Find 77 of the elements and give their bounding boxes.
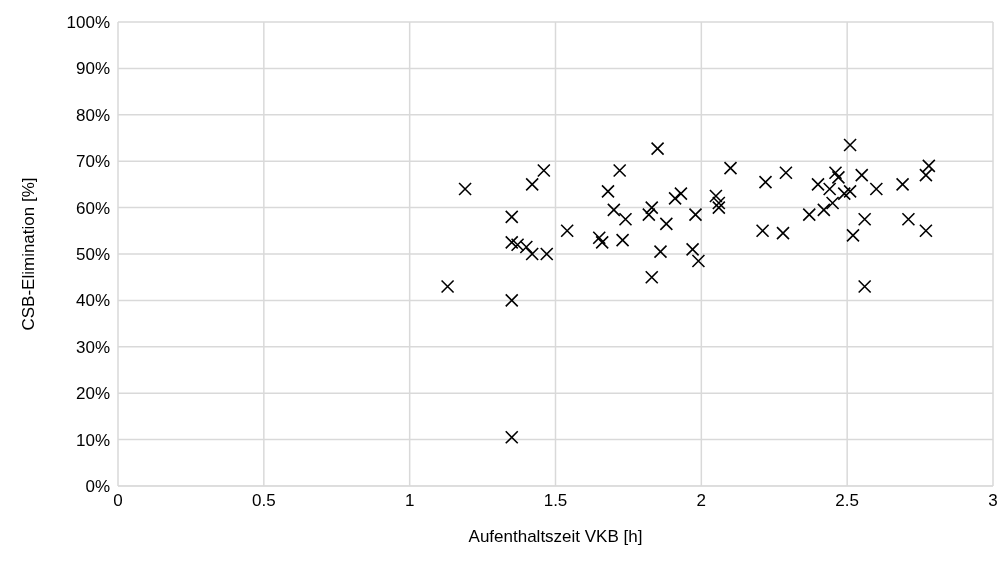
y-tick-label: 60%	[75, 198, 110, 218]
point	[685, 242, 700, 257]
point	[618, 212, 633, 226]
point	[504, 293, 519, 308]
point	[601, 184, 615, 199]
point	[595, 235, 609, 250]
point	[755, 224, 770, 238]
x-axis-title: Aufenthaltszeit VKB [h]	[468, 527, 643, 546]
point	[825, 196, 840, 210]
y-tick-label: 30%	[75, 337, 110, 357]
point	[901, 212, 916, 226]
point	[895, 177, 910, 192]
point	[857, 212, 872, 226]
point	[779, 166, 793, 180]
point	[537, 163, 551, 178]
y-tick-label: 70%	[75, 152, 110, 172]
point	[919, 168, 933, 182]
point	[458, 182, 472, 196]
point	[857, 279, 872, 294]
point	[659, 217, 674, 231]
x-tick-label: 2.5	[835, 491, 859, 511]
point	[837, 186, 852, 201]
y-tick-label: 90%	[75, 59, 110, 79]
point	[504, 235, 519, 250]
point	[510, 237, 525, 252]
point	[817, 203, 831, 217]
point	[440, 279, 455, 294]
point	[674, 186, 688, 201]
point	[712, 200, 726, 215]
point	[709, 189, 723, 203]
point	[688, 207, 703, 222]
point	[846, 228, 860, 243]
point	[828, 166, 843, 180]
y-tick-label: 50%	[75, 245, 110, 265]
point	[843, 138, 857, 152]
point	[519, 240, 534, 254]
point	[592, 230, 607, 245]
x-tick-label: 2	[696, 491, 707, 511]
point	[615, 233, 630, 247]
point	[869, 182, 884, 196]
point	[919, 224, 933, 238]
x-tick-label: 1.5	[543, 491, 568, 511]
point	[712, 196, 726, 210]
point	[811, 177, 825, 192]
point	[831, 170, 846, 185]
point	[612, 163, 627, 178]
x-tick-label: 0.5	[252, 491, 276, 511]
point	[644, 270, 659, 284]
point	[642, 207, 656, 222]
point	[802, 207, 817, 222]
point	[776, 226, 790, 240]
y-tick-label: 80%	[75, 105, 110, 125]
x-tick-label: 3	[988, 491, 998, 511]
point	[560, 224, 574, 238]
y-tick-label: 40%	[75, 291, 110, 311]
point	[504, 210, 519, 224]
point	[922, 159, 936, 173]
point	[607, 203, 621, 217]
point	[650, 141, 665, 156]
point	[723, 161, 738, 175]
point	[822, 182, 837, 196]
x-tick-label: 0	[113, 491, 123, 511]
point	[668, 191, 682, 206]
point	[504, 430, 519, 445]
point	[843, 184, 857, 199]
point	[854, 168, 869, 182]
y-axis-title: CSB-Elimination [%]	[19, 177, 39, 331]
point	[644, 200, 659, 215]
point	[653, 244, 668, 259]
y-tick-label: 0%	[85, 477, 110, 497]
y-tick-label: 100%	[66, 13, 110, 33]
y-tick-label: 10%	[75, 430, 110, 450]
point	[525, 177, 539, 192]
y-tick-label: 20%	[75, 384, 110, 404]
point	[691, 254, 706, 268]
point	[758, 175, 773, 189]
x-tick-label: 1	[404, 491, 415, 511]
